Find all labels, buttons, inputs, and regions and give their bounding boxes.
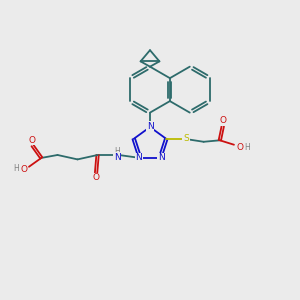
Text: O: O (220, 116, 227, 125)
Text: O: O (28, 136, 35, 145)
Text: H: H (114, 147, 120, 156)
Text: S: S (183, 134, 189, 143)
Text: N: N (147, 122, 153, 131)
Text: N: N (158, 153, 165, 162)
Text: O: O (20, 165, 27, 174)
Text: N: N (114, 153, 121, 162)
Text: O: O (236, 142, 243, 152)
Text: N: N (135, 153, 142, 162)
Text: H: H (14, 164, 19, 173)
Text: H: H (244, 142, 250, 152)
Text: O: O (93, 173, 100, 182)
